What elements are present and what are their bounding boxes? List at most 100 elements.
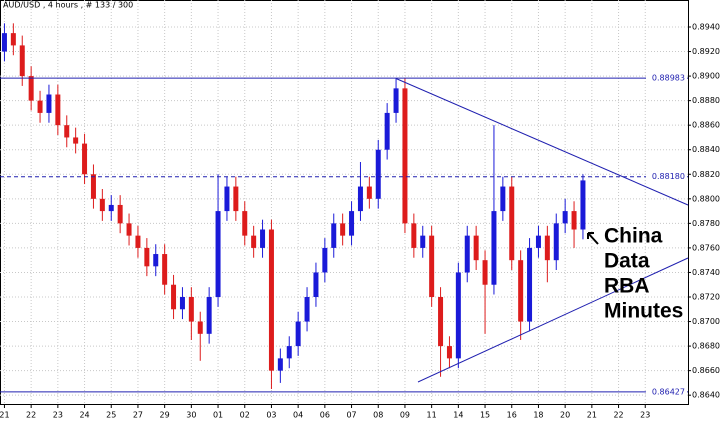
level-label-box [646,170,687,182]
x-tick-label: 29 [160,411,170,420]
candle-body [393,88,399,113]
x-tick-label: 15 [480,411,490,420]
candle-body [295,321,301,347]
chart-title: AUD/USD , 4 hours , # 133 / 300 [3,1,133,10]
x-tick-label: 25 [106,411,116,420]
candle-body [500,186,506,212]
x-tick-label: 24 [79,411,89,420]
candle-body [153,254,159,267]
x-tick-label: 21 [0,411,10,420]
candle-body [233,186,239,212]
candle-body [108,204,114,212]
level-label-box [646,72,687,84]
level-label-box [646,385,687,397]
candle-body [491,211,497,285]
x-tick-label: 07 [346,411,356,420]
candle-body [313,272,319,297]
candle-body [304,297,310,322]
annotation-arrow [587,232,599,245]
x-tick-label: 04 [293,411,303,420]
candle-body [64,125,70,138]
candle-body [73,137,79,144]
candle-body [349,211,355,236]
candle-body [375,149,381,199]
candle-body [10,33,16,46]
candle-body [268,229,274,371]
candle-body [509,186,515,261]
candle-body [429,235,435,297]
candle-body [527,247,533,322]
x-tick-label: 06 [320,411,330,420]
candle-body [366,186,372,199]
candle-body [242,211,248,236]
candle-body [179,297,185,310]
grid [0,0,688,405]
x-tick-label: 22 [26,411,36,420]
trendline [417,257,689,383]
annotation: Data [604,250,650,273]
candle-body [562,211,568,224]
y-tick-label: 0.89400 [692,23,720,32]
candle-body [99,198,105,212]
level-label: 0.88180 [652,172,685,181]
candle-body [402,88,408,224]
candle-body [357,186,363,212]
candle-body [411,223,417,248]
trendline [395,78,689,206]
candle-body [126,223,132,236]
candles [1,23,586,390]
x-tick-label: 02 [240,411,250,420]
candle-body [90,174,96,199]
candle-body [206,297,212,334]
x-tick-label: 21 [587,411,597,420]
candle-body [473,235,479,261]
candle-body [340,223,346,236]
x-tick-label: 23 [53,411,63,420]
x-tick-label: 08 [373,411,383,420]
candle-body [37,100,43,113]
x-tick-label: 11 [427,411,437,420]
candle-body [171,284,177,310]
candle-body [455,272,461,359]
x-tick-label: 01 [213,411,223,420]
candle-body [322,247,328,273]
candle-body [331,223,337,248]
candle-body [518,260,524,322]
candle-body [277,358,283,371]
candle-body [197,321,203,334]
candle-body [55,94,61,126]
candle-body [215,211,221,297]
candle-body [420,235,426,248]
x-tick-label: 27 [133,411,143,420]
candle-body [82,143,88,175]
candle-body [117,204,123,224]
candle-body [19,45,25,77]
annotation: China [604,225,663,248]
annotation: RBA [604,275,650,298]
x-tick-label: 09 [400,411,410,420]
candle-body [553,223,559,261]
candle-body [464,235,470,273]
candle-body [251,235,257,248]
candle-body [286,346,292,359]
candle-body [260,229,266,248]
annotation: Minutes [604,300,683,323]
level-label: 0.88983 [652,74,685,83]
candle-body [384,112,390,150]
candle-body [46,94,52,113]
candle-body [188,297,194,322]
x-tick-label: 16 [507,411,517,420]
candle-body [544,235,550,261]
